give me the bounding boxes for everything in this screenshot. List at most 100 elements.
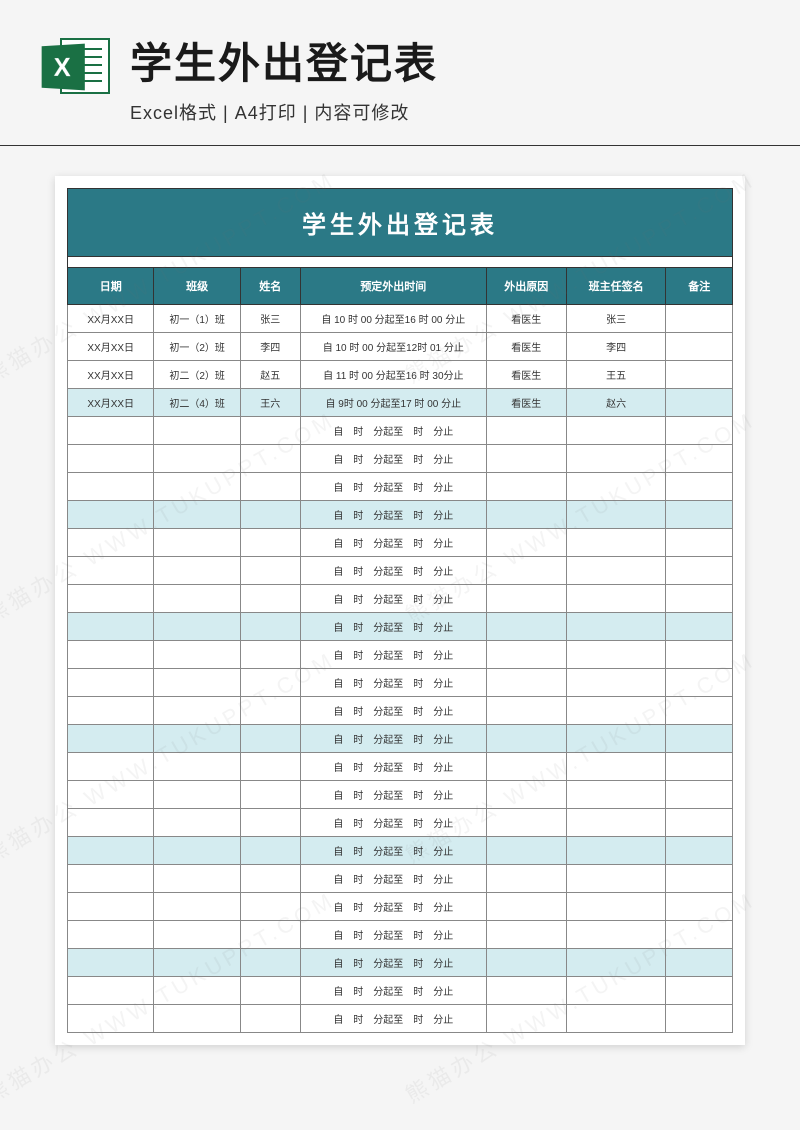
table-cell: 李四 (240, 333, 300, 361)
table-cell: 自 时 分起至 时 分止 (300, 949, 486, 977)
table-cell: 王五 (566, 361, 666, 389)
spreadsheet: 学生外出登记表 日期 班级 姓名 预定外出时间 外出原因 班主任签名 备注 XX… (55, 176, 745, 1045)
table-cell (486, 921, 566, 949)
table-row: 自 时 分起至 时 分止 (68, 641, 733, 669)
table-cell (666, 305, 733, 333)
table-row: 自 时 分起至 时 分止 (68, 753, 733, 781)
table-cell (68, 585, 154, 613)
table-cell (566, 977, 666, 1005)
table-cell (68, 417, 154, 445)
table-cell: 自 时 分起至 时 分止 (300, 669, 486, 697)
table-cell (666, 921, 733, 949)
table-cell: 李四 (566, 333, 666, 361)
table-cell (666, 501, 733, 529)
table-cell (566, 893, 666, 921)
table-cell (666, 865, 733, 893)
table-row: 自 时 分起至 时 分止 (68, 529, 733, 557)
table-cell (154, 865, 240, 893)
table-row: 自 时 分起至 时 分止 (68, 781, 733, 809)
table-cell (666, 893, 733, 921)
table-cell (486, 809, 566, 837)
table-row: XX月XX日初一（2）班李四自 10 时 00 分起至12时 01 分止看医生李… (68, 333, 733, 361)
table-cell (666, 585, 733, 613)
table-row: XX月XX日初二（2）班赵五自 11 时 00 分起至16 时 30分止看医生王… (68, 361, 733, 389)
table-cell (240, 725, 300, 753)
table-cell: 自 时 分起至 时 分止 (300, 613, 486, 641)
table-cell (154, 837, 240, 865)
table-cell (68, 669, 154, 697)
table-cell (68, 613, 154, 641)
table-cell (68, 977, 154, 1005)
table-cell: 自 时 分起至 时 分止 (300, 809, 486, 837)
table-cell (68, 921, 154, 949)
table-cell (566, 669, 666, 697)
table-cell (566, 613, 666, 641)
table-cell (666, 809, 733, 837)
table-cell (566, 837, 666, 865)
table-cell: 看医生 (486, 361, 566, 389)
table-cell: 自 时 分起至 时 分止 (300, 529, 486, 557)
table-cell (68, 753, 154, 781)
table-cell (486, 669, 566, 697)
table-cell (240, 473, 300, 501)
excel-icon-letter: X (42, 44, 85, 91)
table-cell: 赵五 (240, 361, 300, 389)
table-cell (566, 809, 666, 837)
table-cell (666, 417, 733, 445)
table-cell: 自 时 分起至 时 分止 (300, 893, 486, 921)
table-cell (68, 809, 154, 837)
table-cell (240, 501, 300, 529)
page-title: 学生外出登记表 (130, 30, 760, 91)
table-cell (486, 585, 566, 613)
table-row: 自 时 分起至 时 分止 (68, 501, 733, 529)
table-cell (666, 669, 733, 697)
table-cell (240, 417, 300, 445)
title-block: 学生外出登记表 Excel格式 | A4打印 | 内容可修改 (130, 30, 760, 125)
table-cell (666, 977, 733, 1005)
table-cell (154, 669, 240, 697)
table-cell (154, 417, 240, 445)
col-name: 姓名 (240, 268, 300, 305)
col-date: 日期 (68, 268, 154, 305)
table-cell (154, 1005, 240, 1033)
table-cell (486, 641, 566, 669)
table-cell (68, 837, 154, 865)
table-cell: 王六 (240, 389, 300, 417)
table-cell: 自 10 时 00 分起至12时 01 分止 (300, 333, 486, 361)
table-row: 自 时 分起至 时 分止 (68, 977, 733, 1005)
table-cell (154, 893, 240, 921)
table-cell (68, 949, 154, 977)
table-cell: 自 时 分起至 时 分止 (300, 1005, 486, 1033)
table-cell (486, 697, 566, 725)
table-cell: 看医生 (486, 389, 566, 417)
table-cell (566, 585, 666, 613)
table-cell: 自 时 分起至 时 分止 (300, 837, 486, 865)
table-cell: 自 时 分起至 时 分止 (300, 501, 486, 529)
table-cell (240, 893, 300, 921)
table-cell (240, 1005, 300, 1033)
table-cell (666, 529, 733, 557)
table-cell (666, 949, 733, 977)
col-sign: 班主任签名 (566, 268, 666, 305)
table-cell (566, 781, 666, 809)
table-cell: 初一（1）班 (154, 305, 240, 333)
table-cell (240, 557, 300, 585)
table-cell (68, 445, 154, 473)
table-cell (666, 333, 733, 361)
table-row: 自 时 分起至 时 分止 (68, 921, 733, 949)
table-cell: 自 时 分起至 时 分止 (300, 585, 486, 613)
table-row: XX月XX日初一（1）班张三自 10 时 00 分起至16 时 00 分止看医生… (68, 305, 733, 333)
excel-icon: X (40, 30, 110, 100)
table-row: 自 时 分起至 时 分止 (68, 1005, 733, 1033)
table-cell (154, 557, 240, 585)
table-cell (486, 977, 566, 1005)
table-cell: 自 时 分起至 时 分止 (300, 697, 486, 725)
table-cell (666, 753, 733, 781)
table-cell: XX月XX日 (68, 333, 154, 361)
table-cell (486, 865, 566, 893)
table-cell (240, 669, 300, 697)
table-cell (566, 697, 666, 725)
table-cell (566, 1005, 666, 1033)
table-header-row: 日期 班级 姓名 预定外出时间 外出原因 班主任签名 备注 (68, 268, 733, 305)
table-cell (566, 529, 666, 557)
